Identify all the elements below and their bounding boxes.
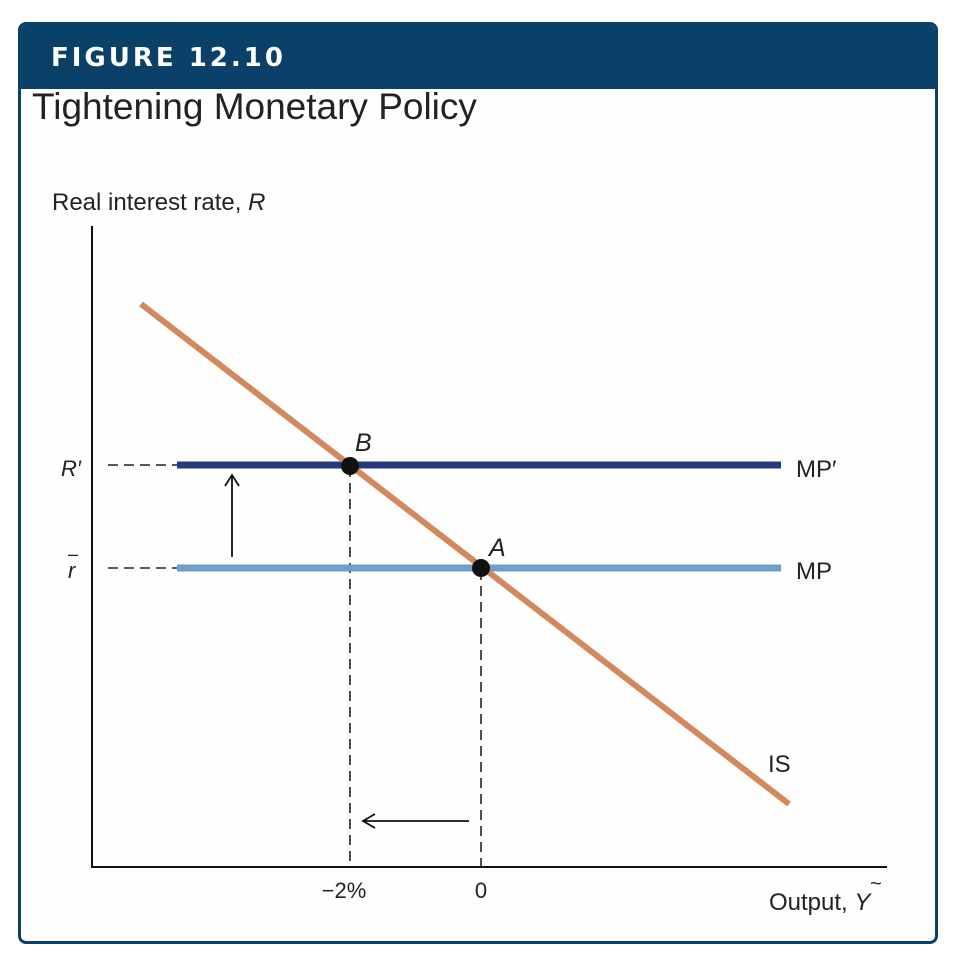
point-a [472,559,490,577]
up-arrow-head [224,473,240,487]
figure-frame: FIGURE 12.10 [18,22,938,944]
y-axis-label: Real interest rate, R [52,189,265,216]
x-axis-label-accent: ~ [870,873,882,895]
left-arrow-head [361,813,376,829]
figure-header: FIGURE 12.10 [21,25,935,89]
mp-label: MP [796,558,832,585]
x-axis-label: Output, Y [769,889,872,916]
r-bar-accent: – [68,544,78,564]
is-label: IS [768,751,791,778]
figure-title: Tightening Monetary Policy [32,86,477,127]
minus-two-tick-label: −2% [322,878,367,903]
figure-number: FIGURE 12.10 [51,43,286,73]
r-prime-tick-label: R′ [61,456,82,481]
point-b-label: B [355,429,372,457]
zero-tick-label: 0 [475,878,487,903]
r-bar-tick-label: r [68,558,77,583]
point-a-label: A [487,534,506,562]
is-curve [139,301,791,807]
mp-prime-label: MP′ [796,456,837,483]
point-b [341,457,359,475]
